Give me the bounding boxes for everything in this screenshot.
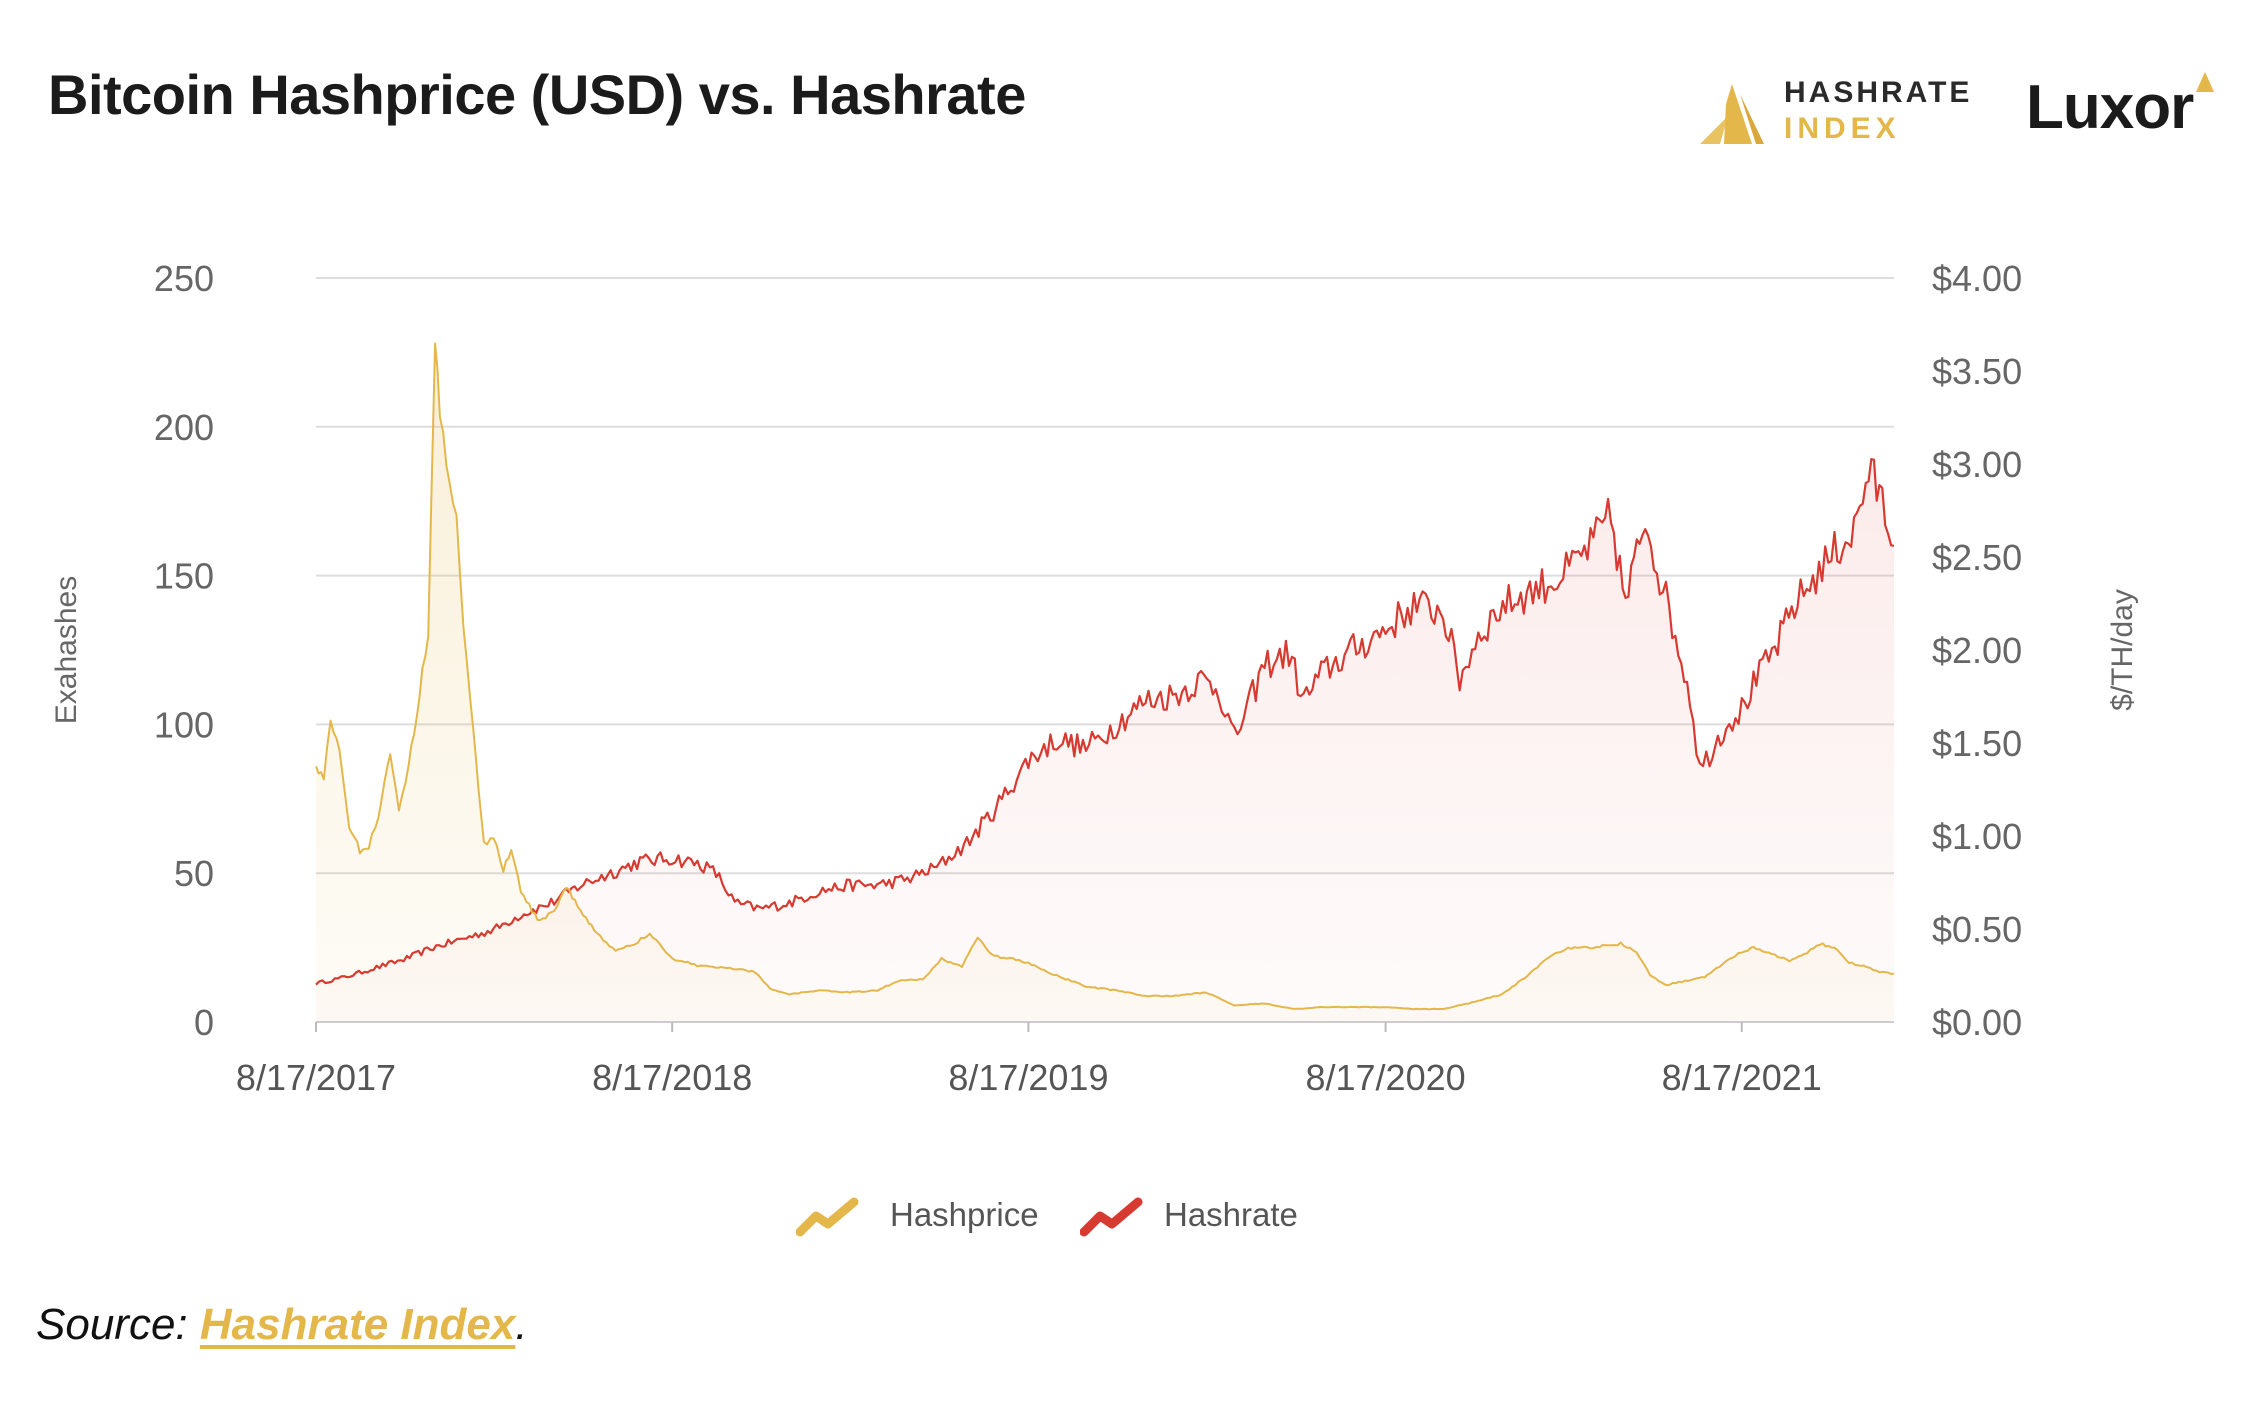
source-link[interactable]: Hashrate Index [199,1300,516,1349]
y-right-tick-label: $3.00 [1932,444,2022,485]
hashrate-index-logo-icon [1700,84,1764,144]
legend: Hashprice Hashrate [796,1186,1496,1246]
hashrate-legend-icon [1080,1197,1143,1237]
series-lines [315,342,1895,1011]
y-right-axis-title: $/TH/day [2106,589,2139,711]
hashprice-legend-icon [796,1197,859,1237]
y-right-tick-label: $1.00 [1932,816,2022,857]
luxor-logo: Luxor [2026,66,2226,156]
source-prefix: Source: [36,1300,200,1349]
x-tick-label: 8/17/2017 [236,1057,396,1098]
y-left-tick-label: 250 [154,258,214,299]
chart-title: Bitcoin Hashprice (USD) vs. Hashrate [48,63,1026,126]
series-areas [316,343,1894,1023]
y-left-tick-label: 100 [154,704,214,745]
legend-label-hashprice: Hashprice [890,1196,1039,1233]
y-left-axis-title: Exahashes [50,576,83,724]
y-right-tick-label: $2.50 [1932,537,2022,578]
hashrate-index-logo: HASHRATE INDEX [1698,72,1988,152]
y-left-tick-label: 0 [194,1002,214,1043]
y-left-tick-label: 50 [174,853,214,894]
y-right-tick-label: $1.50 [1932,723,2022,764]
hashrate-series-line [315,458,1895,986]
luxor-logo-text: Luxor [2026,73,2194,142]
x-tick-label: 8/17/2021 [1662,1057,1822,1098]
y-left-tick-label: 200 [154,407,214,448]
hashprice-series-line [315,342,1895,1011]
x-tick-label: 8/17/2019 [948,1057,1108,1098]
y-right-tick-label: $2.00 [1932,630,2022,671]
source-suffix: . [515,1300,528,1349]
x-tick-label: 8/17/2018 [592,1057,752,1098]
logo-text-index: INDEX [1784,112,1901,145]
y-left-tick-label: 150 [154,556,214,597]
axes: 0 50 100 150 200 250 $0.00 $0.50 $1.00 $1.50 $2.00… [50,258,2139,1098]
logo-text-hashrate: HASHRATE [1784,76,1973,109]
luxor-logo-icon [2196,72,2214,92]
hashprice-area [316,343,1894,1022]
y-right-tick-label: $4.00 [1932,258,2022,299]
y-right-tick-label: $0.50 [1932,909,2022,950]
hashrate-area [316,459,1894,1023]
y-right-tick-label: $0.00 [1932,1002,2022,1043]
legend-label-hashrate: Hashrate [1164,1196,1298,1233]
source-note: Source: Hashrate Index. [36,1300,528,1350]
x-tick-label: 8/17/2020 [1305,1057,1465,1098]
y-right-tick-label: $3.50 [1932,351,2022,392]
